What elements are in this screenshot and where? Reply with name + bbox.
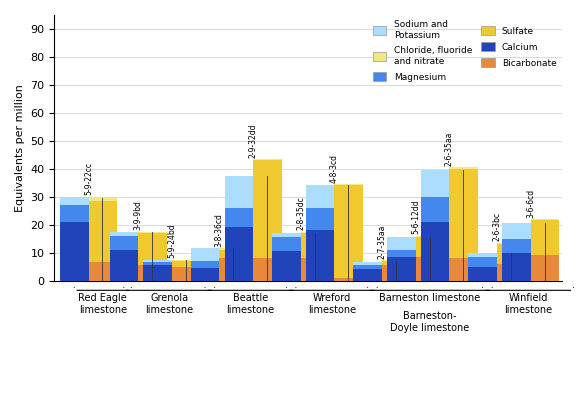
Text: Grenola
limestone: Grenola limestone bbox=[145, 293, 193, 315]
Bar bbox=[138, 265, 167, 281]
Bar bbox=[306, 230, 335, 281]
Bar bbox=[502, 223, 531, 239]
Bar bbox=[110, 250, 138, 281]
Bar bbox=[415, 237, 444, 257]
Bar bbox=[253, 159, 282, 160]
Text: 5-6-12dd: 5-6-12dd bbox=[411, 200, 420, 235]
Bar bbox=[253, 160, 282, 258]
Text: 2-6-35aa: 2-6-35aa bbox=[445, 132, 454, 166]
Bar bbox=[272, 233, 301, 237]
Bar bbox=[224, 208, 253, 227]
Bar bbox=[387, 237, 415, 250]
Bar bbox=[335, 186, 363, 278]
Bar bbox=[301, 233, 329, 258]
Bar bbox=[335, 184, 363, 186]
Text: 5-9-24bd: 5-9-24bd bbox=[167, 223, 177, 258]
Bar bbox=[353, 269, 382, 281]
Bar bbox=[88, 201, 117, 262]
Text: Beattle
limestone: Beattle limestone bbox=[226, 293, 275, 315]
Bar bbox=[421, 196, 449, 222]
Bar bbox=[382, 265, 410, 281]
Bar bbox=[531, 255, 559, 281]
Bar bbox=[138, 233, 167, 265]
Text: 2-6-3bc: 2-6-3bc bbox=[492, 213, 501, 241]
Text: 2-9-32dd: 2-9-32dd bbox=[249, 123, 257, 158]
Bar bbox=[502, 239, 531, 253]
Text: 3-6-6cd: 3-6-6cd bbox=[526, 188, 535, 218]
Bar bbox=[469, 253, 497, 257]
Bar bbox=[497, 264, 526, 281]
Bar bbox=[353, 262, 382, 265]
Bar bbox=[449, 169, 478, 258]
Bar bbox=[497, 244, 526, 264]
Bar bbox=[531, 219, 559, 221]
Bar bbox=[138, 232, 167, 233]
Bar bbox=[191, 248, 219, 261]
Bar bbox=[449, 167, 478, 169]
Text: Wreford
limestone: Wreford limestone bbox=[308, 293, 356, 315]
Bar bbox=[253, 258, 282, 281]
Bar bbox=[449, 258, 478, 281]
Bar bbox=[382, 261, 410, 265]
Text: 2-7-35aa: 2-7-35aa bbox=[377, 225, 387, 259]
Bar bbox=[88, 198, 117, 201]
Bar bbox=[387, 250, 415, 257]
Bar bbox=[172, 261, 200, 267]
Bar bbox=[382, 260, 410, 261]
Bar bbox=[143, 259, 172, 262]
Text: 3-9-9bd: 3-9-9bd bbox=[134, 200, 143, 230]
Text: 2-8-35dc: 2-8-35dc bbox=[296, 196, 305, 230]
Bar bbox=[191, 261, 219, 268]
Bar bbox=[191, 268, 219, 281]
Bar bbox=[421, 222, 449, 281]
Bar bbox=[219, 250, 248, 258]
Bar bbox=[335, 278, 363, 281]
Text: 3-8-36cd: 3-8-36cd bbox=[215, 213, 224, 247]
Bar bbox=[387, 257, 415, 281]
Bar bbox=[272, 237, 301, 251]
Bar bbox=[497, 243, 526, 244]
Bar bbox=[60, 222, 88, 281]
Bar bbox=[272, 251, 301, 281]
Bar bbox=[143, 262, 172, 265]
Bar bbox=[469, 257, 497, 267]
Bar bbox=[88, 262, 117, 281]
Bar bbox=[143, 265, 172, 281]
Bar bbox=[415, 257, 444, 281]
Bar bbox=[110, 232, 138, 236]
Bar bbox=[502, 253, 531, 281]
Bar bbox=[301, 258, 329, 281]
Y-axis label: Equivalents per million: Equivalents per million bbox=[15, 84, 25, 212]
Bar bbox=[415, 236, 444, 237]
Bar bbox=[172, 260, 200, 261]
Bar bbox=[301, 232, 329, 233]
Text: Red Eagle
limestone: Red Eagle limestone bbox=[78, 293, 127, 315]
Bar bbox=[219, 258, 248, 281]
Text: Barneston-
Doyle limestone: Barneston- Doyle limestone bbox=[390, 311, 470, 333]
Bar bbox=[224, 176, 253, 208]
Bar bbox=[224, 227, 253, 281]
Bar bbox=[60, 196, 88, 205]
Bar bbox=[469, 267, 497, 281]
Bar bbox=[172, 267, 200, 281]
Text: 4-8-3cd: 4-8-3cd bbox=[330, 154, 339, 183]
Bar bbox=[306, 186, 335, 208]
Bar bbox=[421, 170, 449, 196]
Bar bbox=[110, 236, 138, 250]
Bar bbox=[531, 221, 559, 255]
Text: Barneston limestone: Barneston limestone bbox=[379, 293, 481, 303]
Legend: Sodium and
Potassium, Chloride, fluoride
and nitrate, Magnesium, Sulfate, Calciu: Sodium and Potassium, Chloride, fluoride… bbox=[369, 17, 560, 85]
Text: Winfield
limestone: Winfield limestone bbox=[504, 293, 552, 315]
Bar bbox=[306, 208, 335, 230]
Text: 5-9-22cc: 5-9-22cc bbox=[84, 162, 93, 195]
Bar bbox=[60, 205, 88, 222]
Bar bbox=[353, 265, 382, 269]
Bar bbox=[219, 248, 248, 250]
